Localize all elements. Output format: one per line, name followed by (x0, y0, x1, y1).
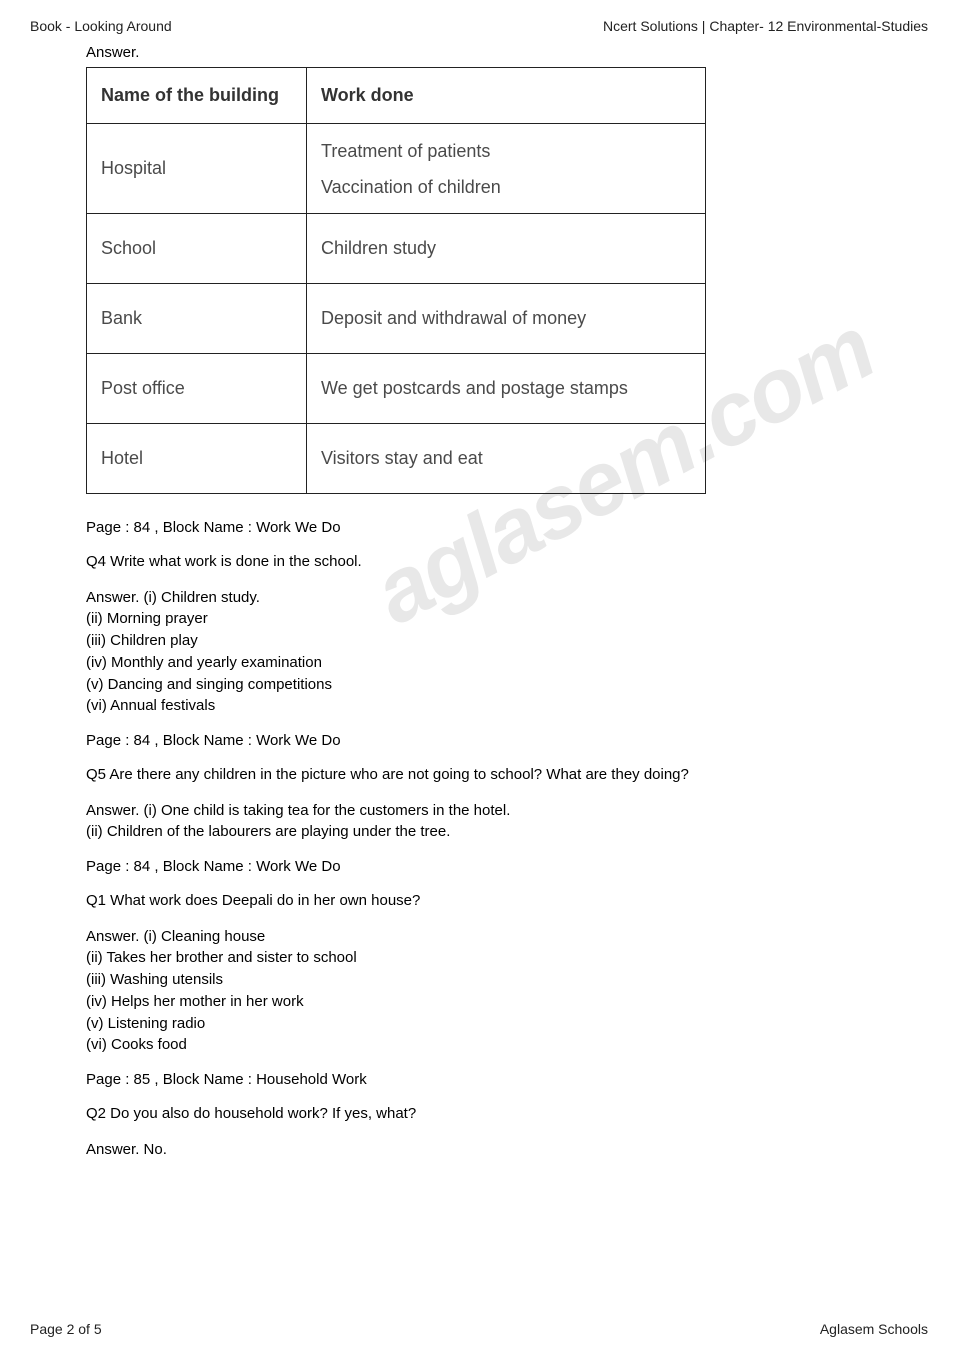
table-header-row: Name of the building Work done (87, 68, 706, 124)
answer-line: (iii) Washing utensils (86, 969, 872, 991)
question-text: Q2 Do you also do household work? If yes… (86, 1104, 872, 1124)
answer-list: Answer. (i) Cleaning house(ii) Takes her… (86, 926, 872, 1057)
table-cell-work-line: Treatment of patients (321, 133, 691, 169)
answer-line: Answer. No. (86, 1139, 872, 1161)
table-cell-work: Children study (307, 214, 706, 284)
question-text: Q5 Are there any children in the picture… (86, 765, 872, 785)
table-body: HospitalTreatment of patientsVaccination… (87, 124, 706, 494)
table-cell-work: Deposit and withdrawal of money (307, 284, 706, 354)
table-cell-name: Post office (87, 354, 307, 424)
page-footer: Page 2 of 5 Aglasem Schools (0, 1321, 958, 1337)
answer-list: Answer. (i) One child is taking tea for … (86, 800, 872, 844)
page-ref: Page : 84 , Block Name : Work We Do (86, 857, 872, 877)
answer-line: Answer. (i) One child is taking tea for … (86, 800, 872, 822)
question-text: Q4 Write what work is done in the school… (86, 552, 872, 572)
page-ref: Page : 84 , Block Name : Work We Do (86, 518, 872, 538)
table-row: BankDeposit and withdrawal of money (87, 284, 706, 354)
page-ref: Page : 85 , Block Name : Household Work (86, 1070, 872, 1090)
footer-right: Aglasem Schools (820, 1321, 928, 1337)
table-row: HospitalTreatment of patientsVaccination… (87, 124, 706, 214)
answer-list: Answer. (i) Children study.(ii) Morning … (86, 587, 872, 718)
table-cell-name: School (87, 214, 307, 284)
header-left: Book - Looking Around (30, 18, 172, 34)
page-content: Answer. Name of the building Work done H… (0, 34, 958, 1160)
answer-line: (ii) Morning prayer (86, 608, 872, 630)
table-cell-name: Hospital (87, 124, 307, 214)
answer-line: Answer. (i) Cleaning house (86, 926, 872, 948)
answer-line: (iii) Children play (86, 630, 872, 652)
answer-line: (ii) Children of the labourers are playi… (86, 821, 872, 843)
table-cell-work-line: Vaccination of children (321, 169, 691, 205)
header-right: Ncert Solutions | Chapter- 12 Environmen… (603, 18, 928, 34)
table-cell-work: We get postcards and postage stamps (307, 354, 706, 424)
page-header: Book - Looking Around Ncert Solutions | … (0, 0, 958, 34)
answer-line: Answer. (i) Children study. (86, 587, 872, 609)
table-row: SchoolChildren study (87, 214, 706, 284)
table-header-work: Work done (307, 68, 706, 124)
table-row: HotelVisitors stay and eat (87, 424, 706, 494)
table-cell-name: Bank (87, 284, 307, 354)
answer-line: (iv) Monthly and yearly examination (86, 652, 872, 674)
table-cell-work: Treatment of patientsVaccination of chil… (307, 124, 706, 214)
building-table: Name of the building Work done HospitalT… (86, 67, 706, 494)
answer-line: (v) Listening radio (86, 1013, 872, 1035)
answer-line: (iv) Helps her mother in her work (86, 991, 872, 1013)
footer-left: Page 2 of 5 (30, 1321, 102, 1337)
table-row: Post officeWe get postcards and postage … (87, 354, 706, 424)
answer-line: (vi) Cooks food (86, 1034, 872, 1056)
question-text: Q1 What work does Deepali do in her own … (86, 891, 872, 911)
answer-list: Answer. No. (86, 1139, 872, 1161)
table-header-name: Name of the building (87, 68, 307, 124)
answer-label: Answer. (86, 44, 872, 61)
page-ref: Page : 84 , Block Name : Work We Do (86, 731, 872, 751)
answer-line: (vi) Annual festivals (86, 695, 872, 717)
answer-line: (v) Dancing and singing competitions (86, 674, 872, 696)
answer-line: (ii) Takes her brother and sister to sch… (86, 947, 872, 969)
table-cell-work: Visitors stay and eat (307, 424, 706, 494)
table-cell-name: Hotel (87, 424, 307, 494)
